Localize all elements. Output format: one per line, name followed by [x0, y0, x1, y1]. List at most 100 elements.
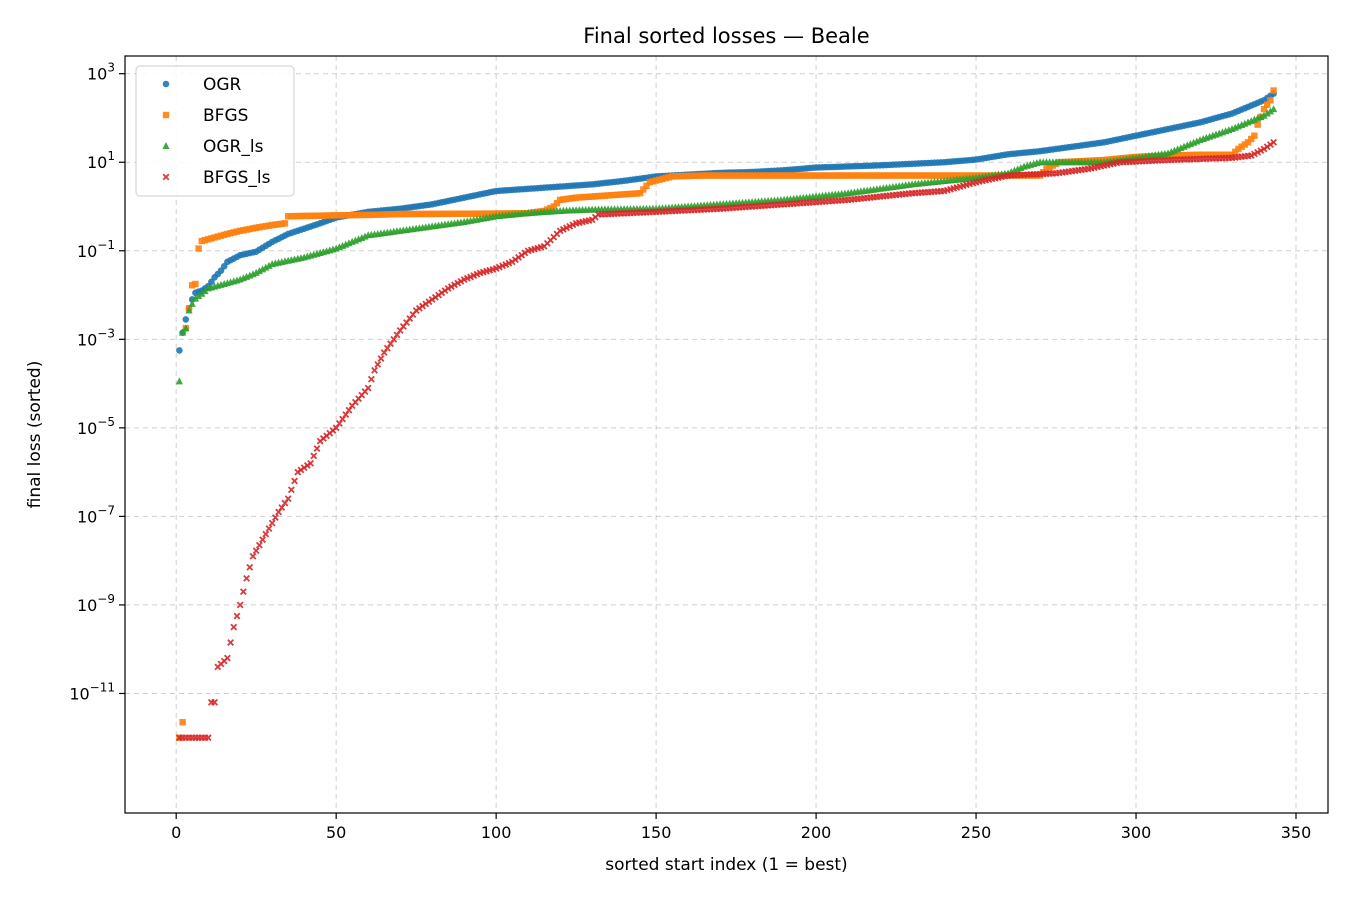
data-point: [201, 287, 209, 295]
data-point: [1254, 121, 1261, 128]
data-point: [179, 719, 186, 726]
data-point: [281, 220, 289, 227]
legend-label: BFGS: [203, 106, 248, 126]
data-point: [1036, 172, 1044, 179]
data-point: [259, 536, 267, 544]
y-axis-label: final loss (sorted): [25, 361, 45, 509]
legend-marker: [162, 142, 170, 149]
data-point: [1248, 135, 1255, 143]
y-tick-label: 10−9: [77, 592, 115, 615]
data-point: [377, 355, 385, 362]
data-point: [307, 459, 315, 467]
chart-title: Final sorted losses — Beale: [583, 24, 869, 48]
data-point: [265, 261, 273, 269]
data-point: [246, 563, 254, 571]
x-tick-label: 150: [641, 823, 672, 842]
data-point: [550, 203, 557, 210]
data-point: [371, 366, 378, 374]
x-tick-label: 100: [481, 823, 512, 842]
data-point: [258, 265, 267, 273]
data-point: [243, 574, 251, 582]
data-point: [236, 601, 244, 609]
x-tick-label: 0: [171, 823, 181, 842]
data-point: [287, 486, 295, 494]
grid: [125, 56, 1328, 813]
legend-label: OGR_ls: [203, 137, 264, 157]
data-point: [1270, 87, 1277, 94]
data-point: [1264, 101, 1271, 108]
data-point: [310, 452, 318, 460]
x-tick-label: 250: [961, 823, 992, 842]
legend-marker: [162, 80, 170, 88]
y-tick-label: 10−5: [77, 415, 115, 438]
y-tick-label: 101: [87, 149, 115, 172]
data-point: [1270, 138, 1278, 146]
data-point: [1040, 169, 1047, 176]
data-point: [182, 316, 190, 323]
data-point: [262, 263, 270, 271]
data-point: [204, 734, 212, 742]
data-point: [252, 547, 260, 555]
data-point: [284, 495, 292, 503]
x-tick-label: 350: [1281, 823, 1312, 842]
data-point: [252, 268, 260, 276]
axis-ticks: 0 50 100 150 200 250 300 350 10−11 10−9 10−7 10−5 10…: [69, 61, 1311, 842]
y-tick-label: 10−11: [69, 680, 115, 703]
legend-marker: [162, 173, 170, 181]
data-point: [636, 190, 644, 197]
data-point: [1251, 132, 1258, 139]
x-tick-label: 50: [326, 823, 346, 842]
y-tick-label: 10−7: [77, 503, 115, 526]
data-point: [211, 698, 219, 706]
legend: OGR BFGS OGR_ls BFGS_ls: [135, 65, 295, 197]
data-point: [271, 514, 279, 521]
data-point: [249, 552, 257, 560]
data-point: [643, 182, 650, 190]
data-point: [194, 292, 203, 300]
y-tick-label: 10−3: [77, 326, 115, 349]
x-axis-label: sorted start index (1 = best): [605, 855, 847, 875]
data-point: [239, 588, 247, 596]
data-point: [364, 384, 372, 392]
data-point: [191, 294, 199, 302]
data-point: [175, 377, 183, 385]
data-marks: [175, 87, 1278, 742]
legend-box: [135, 65, 295, 197]
legend-label: BFGS_ls: [203, 168, 271, 188]
data-point: [313, 445, 321, 452]
data-point: [1260, 111, 1268, 119]
data-point: [262, 530, 270, 538]
data-point: [553, 199, 561, 207]
data-point: [198, 289, 206, 297]
y-tick-label: 10−1: [77, 238, 115, 261]
data-point: [1270, 105, 1278, 113]
legend-label: OGR: [203, 75, 242, 95]
legend-marker: [162, 111, 170, 119]
y-tick-label: 103: [87, 61, 115, 84]
x-tick-label: 300: [1121, 823, 1152, 842]
data-point: [176, 347, 183, 354]
data-point: [230, 623, 238, 631]
data-point: [185, 306, 193, 314]
data-point: [640, 186, 647, 193]
data-point: [1267, 97, 1274, 104]
data-point: [178, 328, 187, 336]
series-bfgs-ls: [175, 138, 1278, 742]
data-point: [374, 360, 382, 368]
data-point: [1263, 109, 1271, 117]
data-point: [192, 280, 199, 288]
data-point: [268, 519, 276, 527]
data-point: [291, 477, 299, 485]
data-point: [367, 375, 375, 383]
data-point: [265, 525, 273, 533]
data-point: [1266, 107, 1275, 115]
data-point: [233, 612, 241, 620]
data-point: [1244, 139, 1252, 146]
data-point: [255, 541, 263, 549]
plot-frame: [124, 55, 1329, 814]
x-tick-label: 200: [801, 823, 832, 842]
data-point: [188, 299, 196, 307]
data-point: [182, 324, 190, 332]
data-point: [227, 639, 235, 647]
